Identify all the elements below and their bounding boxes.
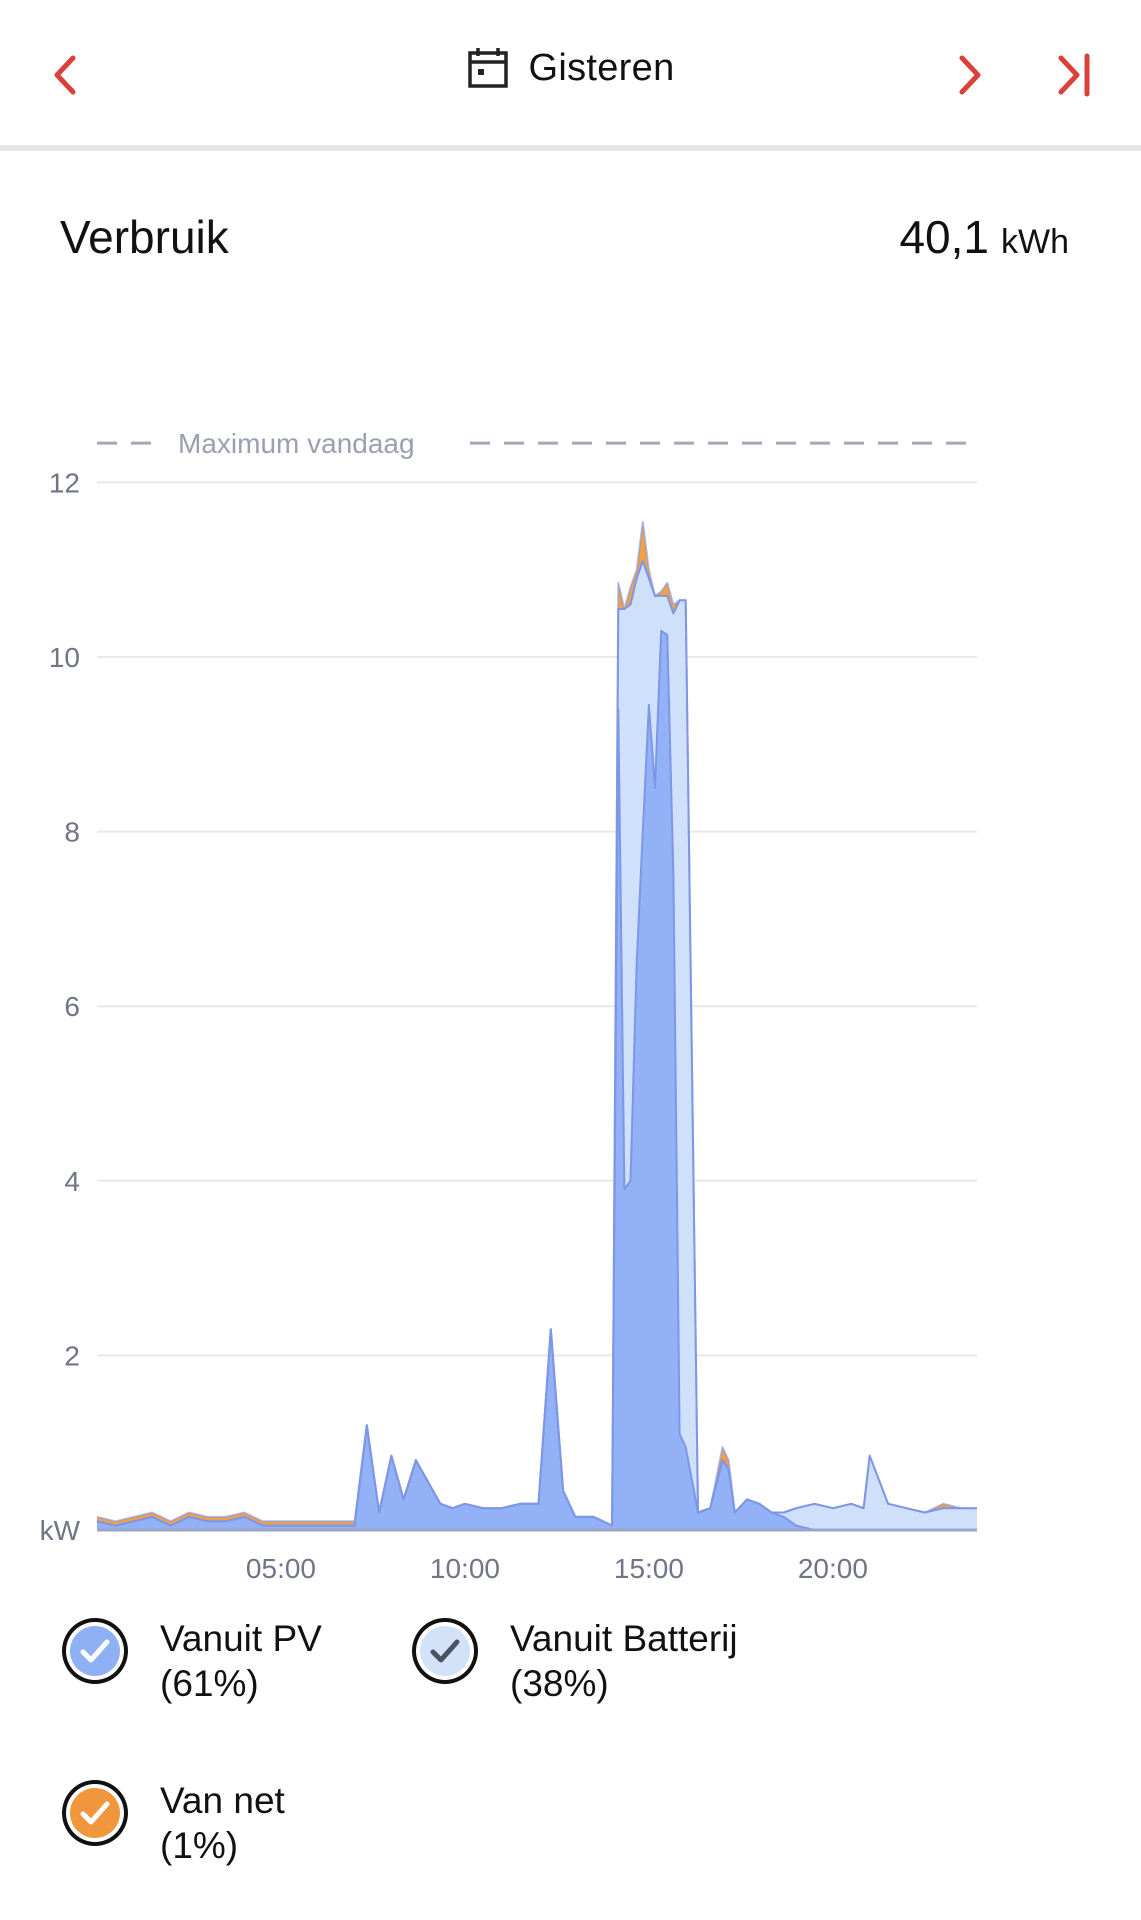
y-tick-label: 12 [49,467,80,498]
y-tick-label: 8 [64,817,80,848]
date-selector[interactable]: Gisteren [0,46,1141,90]
checkbox-checked-icon [412,1618,478,1684]
legend-percentage: (38%) [510,1663,609,1704]
previous-day-button[interactable] [30,40,100,110]
total-unit: kWh [1001,223,1069,261]
checkbox-checked-icon [62,1780,128,1846]
x-tick-label: 15:00 [614,1553,684,1584]
legend-item-battery[interactable]: Vanuit Batterij (38%) [410,1616,738,1706]
x-tick-label: 05:00 [246,1553,316,1584]
y-tick-label: 10 [49,642,80,673]
jump-to-today-button[interactable] [1040,40,1110,110]
y-axis-unit-label: kW [40,1515,81,1546]
legend-item-pv[interactable]: Vanuit PV (61%) [60,1616,322,1706]
series-line-vanuit-batterij [96,560,977,1527]
y-tick-label: 2 [64,1340,80,1371]
legend-item-grid[interactable]: Van net (1%) [60,1778,285,1868]
legend-label: Vanuit PV [160,1618,322,1659]
top-bar: Gisteren [0,0,1141,146]
total-value: 40,1 [899,211,989,263]
consumption-chart: 2 4 6 8 10 12 kW Maximum vandaag 05:00 10:00 15:00… [40,428,977,1584]
x-tick-label: 20:00 [798,1553,868,1584]
area-vanuit-pv [97,630,977,1530]
area-vanuit-batterij [97,561,977,1530]
series-line-vanuit-pv [96,629,977,1531]
header-divider [0,145,1141,151]
chevron-left-icon [54,55,76,95]
total-consumption: 40,1 kWh [899,210,1069,264]
checkbox-checked-icon [62,1618,128,1684]
series-line-van-net [96,520,977,1527]
legend-label: Van net [160,1780,285,1821]
y-tick-label: 6 [64,991,80,1022]
chevron-right-icon [959,55,981,95]
x-tick-label: 10:00 [430,1553,500,1584]
legend-label: Vanuit Batterij [510,1618,738,1659]
area-van-net [97,521,977,1526]
calendar-icon [468,48,509,88]
skip-to-end-icon [1058,53,1090,97]
section-title: Verbruik [60,211,229,263]
legend-percentage: (61%) [160,1663,259,1704]
legend-percentage: (1%) [160,1825,239,1866]
y-tick-label: 4 [64,1166,80,1197]
date-label: Gisteren [528,46,675,89]
next-day-button[interactable] [935,40,1005,110]
max-line-label: Maximum vandaag [178,428,415,459]
